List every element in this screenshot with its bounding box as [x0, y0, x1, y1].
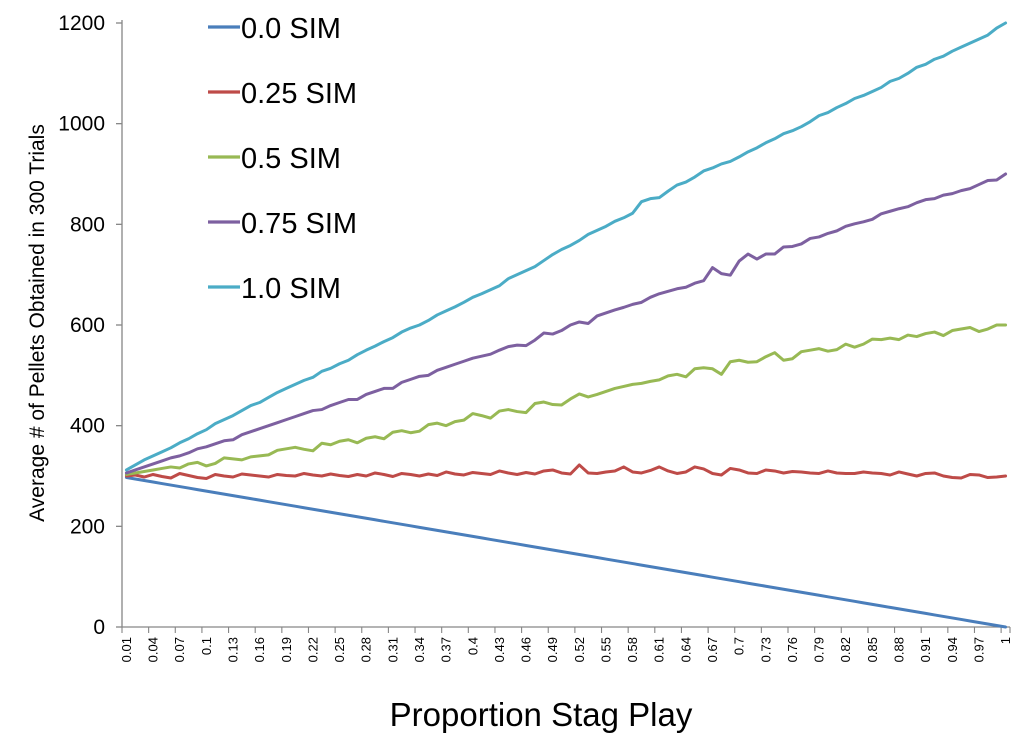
- x-tick-label: 0.61: [652, 637, 667, 662]
- y-tick-label: 1200: [58, 12, 105, 35]
- x-tick-label: 0.19: [279, 637, 294, 662]
- x-tick-label: 0.1: [199, 637, 214, 655]
- y-tick-label: 200: [70, 515, 105, 538]
- y-ticks: 0 200 400 600 800 1000 1200: [58, 12, 122, 639]
- x-tick-label: 0.01: [119, 637, 134, 662]
- x-tick-label: 0.52: [572, 637, 587, 662]
- x-tick-label: 0.67: [705, 637, 720, 662]
- x-tick-label: 0.94: [945, 637, 960, 662]
- x-tick-label: 0.13: [226, 637, 241, 662]
- y-tick-label: 0: [93, 616, 105, 639]
- x-tick-label: 0.55: [598, 637, 613, 662]
- x-tick-label: 0.49: [545, 637, 560, 662]
- x-axis-title: Proportion Stag Play: [390, 696, 693, 733]
- x-tick-label: 0.34: [412, 637, 427, 662]
- y-tick-label: 600: [70, 314, 105, 337]
- series-line-3: [124, 172, 1008, 475]
- x-tick-label: 0.76: [785, 637, 800, 662]
- legend-label-4: 1.0 SIM: [241, 273, 341, 305]
- legend: 0.0 SIM 0.25 SIM 0.5 SIM 0.75 SIM 1.0 SIM: [208, 13, 357, 305]
- x-tick-label: 0.37: [439, 637, 454, 662]
- series-line-0: [124, 476, 1008, 629]
- series-line-2: [124, 323, 1008, 476]
- x-tick-label: 0.4: [465, 637, 480, 655]
- legend-label-0: 0.0 SIM: [241, 13, 341, 45]
- x-tick-label: 0.04: [146, 637, 161, 662]
- x-tick-label: 0.82: [838, 637, 853, 662]
- series-lines: [124, 21, 1008, 629]
- legend-label-2: 0.5 SIM: [241, 143, 341, 175]
- x-tick-label: 0.64: [678, 637, 693, 662]
- x-tick-label: 1: [998, 637, 1011, 644]
- x-tick-label: 0.58: [625, 637, 640, 662]
- x-tick-label: 0.91: [918, 637, 933, 662]
- y-tick-label: 400: [70, 415, 105, 438]
- x-tick-label: 0.16: [252, 637, 267, 662]
- x-tick-label: 0.73: [758, 637, 773, 662]
- x-ticks: 0.01 0.04 0.07 0.1 0.13 0.16 0.19 0.22 0.25 0.28 0…: [119, 627, 1011, 662]
- x-tick-label: 0.22: [305, 637, 320, 662]
- y-tick-label: 1000: [58, 113, 105, 136]
- legend-label-3: 0.75 SIM: [241, 208, 357, 240]
- x-tick-label: 0.79: [812, 637, 827, 662]
- x-tick-label: 0.07: [172, 637, 187, 662]
- x-tick-label: 0.25: [332, 637, 347, 662]
- x-tick-label: 0.31: [385, 637, 400, 662]
- series-line-1: [124, 463, 1008, 481]
- axes: [121, 20, 1010, 628]
- y-tick-label: 800: [70, 213, 105, 236]
- series-line-4: [124, 21, 1008, 472]
- x-tick-label: 0.85: [865, 637, 880, 662]
- y-axis-title: Average # of Pellets Obtained in 300 Tri…: [26, 124, 49, 522]
- legend-label-1: 0.25 SIM: [241, 78, 357, 110]
- x-tick-label: 0.97: [971, 637, 986, 662]
- x-tick-label: 0.46: [519, 637, 534, 662]
- x-tick-label: 0.88: [892, 637, 907, 662]
- x-tick-label: 0.28: [359, 637, 374, 662]
- x-tick-label: 0.43: [492, 637, 507, 662]
- x-tick-label: 0.7: [732, 637, 747, 655]
